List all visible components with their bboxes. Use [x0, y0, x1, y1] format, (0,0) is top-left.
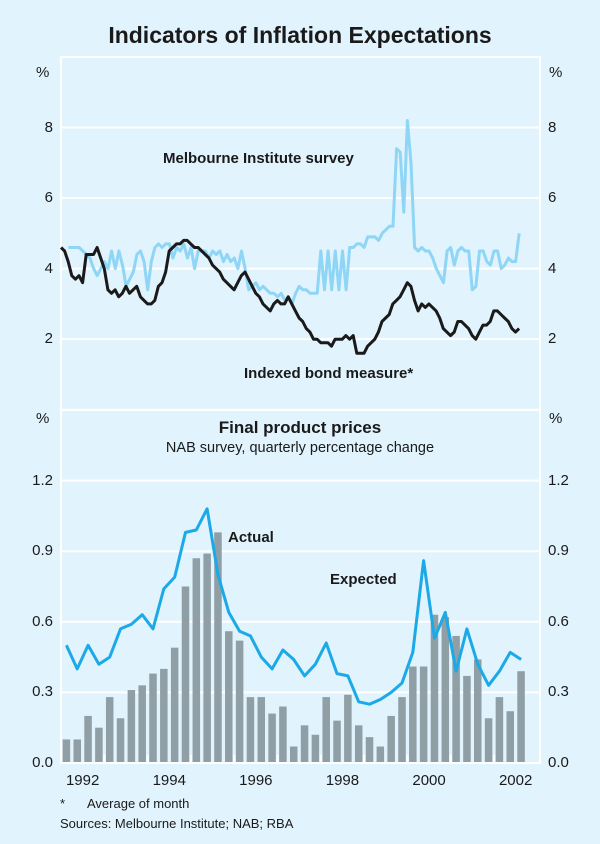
- actual-bar: [268, 713, 276, 763]
- actual-bar: [214, 532, 222, 763]
- bottom-ytick-left-3: 0.9: [32, 542, 53, 560]
- chart-title: Indicators of Inflation Expectations: [108, 22, 492, 48]
- melbourne-line: [68, 119, 521, 306]
- bottom-gridlines: [61, 479, 540, 694]
- actual-bar: [105, 697, 114, 763]
- actual-bar: [235, 640, 244, 763]
- actual-bar: [409, 666, 417, 763]
- top-ytick-right-0: 2: [548, 330, 557, 348]
- actual-bar: [203, 553, 211, 763]
- xtick-label-1996: 1996: [239, 772, 273, 789]
- expected-line: [65, 507, 522, 706]
- actual-bar: [365, 737, 374, 763]
- actual-bar: [387, 715, 395, 763]
- actual-bar: [300, 725, 309, 763]
- top-gridlines: [61, 126, 540, 341]
- actual-bar: [452, 635, 460, 763]
- top-ytick-left-1: 4: [44, 259, 53, 277]
- bottom-ytick-left-2: 0.6: [32, 612, 53, 630]
- top-ytick-left-2: 6: [44, 189, 53, 207]
- actual-bar: [127, 690, 136, 763]
- top-panel-frame: [60, 56, 541, 411]
- xtick-label-1992: 1992: [65, 772, 100, 789]
- melbourne-label: Melbourne Institute survey: [163, 150, 354, 167]
- actual-bar: [495, 697, 504, 763]
- actual-bar: [463, 675, 471, 763]
- actual-bar: [430, 614, 439, 763]
- top-ytick-left-3: 8: [44, 118, 53, 136]
- top-ytick-left-0: 2: [44, 330, 53, 348]
- actual-bar: [170, 647, 179, 763]
- actual-bar: [149, 673, 157, 763]
- bottom-ytick-left-0: 0.0: [32, 754, 53, 771]
- actual-bar: [398, 697, 406, 763]
- bottom-ytick-right-2: 0.6: [548, 612, 569, 630]
- top-ytick-right-3: 8: [548, 118, 557, 136]
- actual-bar: [257, 697, 266, 763]
- xtick-label-2002: 2002: [498, 772, 533, 789]
- actual-bars: [62, 532, 525, 763]
- top-ytick-right-1: 4: [548, 259, 557, 277]
- actual-bar: [333, 720, 341, 763]
- bond-label: Indexed bond measure*: [244, 365, 414, 382]
- bond-line: [59, 238, 521, 355]
- actual-bar: [73, 739, 81, 763]
- actual-bar: [517, 671, 525, 763]
- actual-bar: [225, 631, 233, 763]
- top-right-unit: %: [549, 64, 563, 81]
- bottom-ytick-right-0: 0.0: [548, 754, 569, 771]
- bottom-left-unit: %: [36, 410, 50, 427]
- actual-bar: [484, 718, 493, 763]
- actual-bar: [419, 666, 428, 763]
- actual-bar: [322, 697, 330, 763]
- panel-title: Final product prices: [218, 418, 382, 437]
- series-lines: [59, 119, 522, 706]
- actual-bar: [95, 727, 103, 763]
- sources-note: Sources: Melbourne Institute; NAB; RBA: [60, 816, 294, 831]
- actual-label: Actual: [228, 529, 274, 546]
- actual-bar: [192, 558, 201, 763]
- top-ytick-right-2: 6: [548, 189, 557, 207]
- actual-bar: [160, 668, 168, 763]
- actual-bar: [84, 715, 92, 763]
- actual-bar: [62, 739, 71, 763]
- actual-bar: [474, 659, 482, 763]
- actual-bar: [311, 734, 320, 763]
- panel-subtitle: NAB survey, quarterly percentage change: [165, 440, 435, 456]
- actual-bar: [138, 685, 146, 763]
- actual-bar: [279, 706, 287, 763]
- bottom-right-unit: %: [549, 410, 563, 427]
- x-ticks: [61, 755, 540, 764]
- top-left-unit: %: [36, 64, 50, 81]
- actual-bar: [181, 586, 190, 763]
- bottom-ytick-left-1: 0.3: [32, 683, 53, 701]
- actual-bar: [354, 725, 363, 763]
- bottom-ytick-left-4: 1.2: [32, 471, 53, 489]
- actual-bar: [289, 746, 298, 763]
- actual-bar: [116, 718, 125, 763]
- actual-bar: [506, 711, 514, 763]
- xtick-label-1994: 1994: [152, 772, 186, 789]
- bottom-ytick-right-1: 0.3: [548, 683, 569, 701]
- actual-bar: [344, 694, 352, 763]
- actual-bar: [246, 697, 255, 763]
- expected-label: Expected: [330, 571, 397, 588]
- bottom-ytick-right-3: 0.9: [548, 542, 569, 560]
- footnote-asterisk: *: [60, 796, 66, 811]
- footnote-text: Average of month: [87, 796, 190, 811]
- xtick-label-1998: 1998: [325, 772, 360, 789]
- actual-bar: [376, 746, 385, 763]
- xtick-label-2000: 2000: [412, 772, 446, 789]
- actual-bar: [441, 617, 450, 763]
- bottom-ytick-right-4: 1.2: [548, 471, 569, 489]
